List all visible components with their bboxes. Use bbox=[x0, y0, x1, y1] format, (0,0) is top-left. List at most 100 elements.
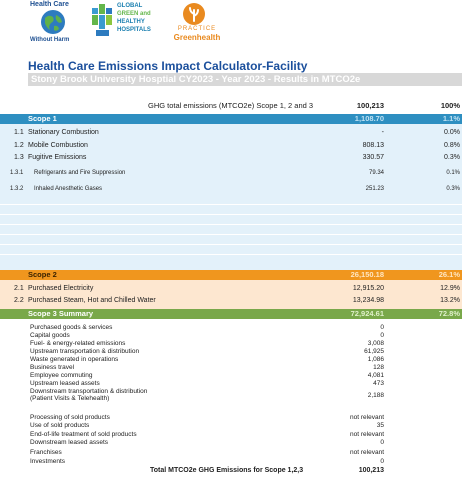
row-label: Employee commuting bbox=[30, 372, 93, 379]
scope1-percent: 1.1% bbox=[442, 114, 460, 123]
row-divider bbox=[0, 204, 462, 205]
row-value: 3,008 bbox=[367, 340, 384, 347]
scope2-header: Scope 2 26,150.18 26.1% bbox=[0, 270, 462, 280]
row-value: 0 bbox=[380, 332, 384, 339]
practice-greenhealth-logo: PRACTICE Greenhealth bbox=[170, 2, 224, 46]
row-label: Investments bbox=[30, 458, 66, 465]
row-percent: 0.1% bbox=[446, 170, 460, 176]
row-label: Downstream leased assets bbox=[30, 439, 109, 446]
scope2-body bbox=[0, 280, 462, 309]
row-value: 330.57 bbox=[362, 154, 384, 161]
row-value: 1,086 bbox=[367, 356, 384, 363]
hcwh-logo: Health Care Without Harm bbox=[30, 1, 76, 45]
row-percent: 0.0% bbox=[444, 129, 460, 136]
scope3-row: Downstream transportation & distribution… bbox=[0, 388, 462, 404]
row-percent: 12.9% bbox=[440, 285, 460, 292]
logo-bar: Health Care Without Harm GLOBAL GREEN an… bbox=[0, 0, 462, 52]
row-percent: 0.3% bbox=[444, 154, 460, 161]
row-percent: 0.3% bbox=[446, 186, 460, 192]
scope2-label: Scope 2 bbox=[28, 270, 57, 279]
row-value: 473 bbox=[373, 380, 384, 387]
row-label: Use of sold products bbox=[30, 422, 90, 429]
row-value: not relevant bbox=[350, 431, 384, 438]
row-label: Upstream leased assets bbox=[30, 380, 100, 387]
scope2-percent: 26.1% bbox=[438, 270, 460, 279]
row-label: Capital goods bbox=[30, 332, 70, 339]
row-label: Inhaled Anesthetic Gases bbox=[34, 186, 103, 192]
row-value: 0 bbox=[380, 439, 384, 446]
row-value: not relevant bbox=[350, 414, 384, 421]
row-label: Upstream transportation & distribution bbox=[30, 348, 140, 355]
row-label: Downstream transportation & distribution bbox=[30, 388, 148, 395]
row-value: 2,188 bbox=[367, 392, 384, 399]
row-label: Franchises bbox=[30, 449, 62, 456]
row-value: 0 bbox=[380, 324, 384, 331]
row-percent: 0.8% bbox=[444, 142, 460, 149]
scope1-value: 1,108.70 bbox=[354, 114, 384, 123]
row-value: 808.13 bbox=[362, 142, 384, 149]
row-number: 1.3.1 bbox=[10, 170, 24, 176]
gghh-logo: GLOBAL GREEN and HEALTHY HOSPITALS bbox=[92, 2, 162, 44]
row-divider bbox=[0, 254, 462, 255]
gghh-line: GREEN and bbox=[117, 11, 151, 17]
row-label: Mobile Combustion bbox=[28, 142, 88, 149]
row-value: not relevant bbox=[350, 449, 384, 456]
row-number: 1.1 bbox=[14, 129, 24, 136]
row-label: Purchased Electricity bbox=[28, 285, 94, 292]
row-value: 79.34 bbox=[368, 170, 384, 176]
row-label: Purchased Steam, Hot and Chilled Water bbox=[28, 297, 156, 304]
leaf-circle-icon bbox=[183, 3, 205, 25]
row-value: 61,925 bbox=[364, 348, 384, 355]
row-number: 1.2 bbox=[14, 142, 24, 149]
scope1-header: Scope 1 1,108.70 1.1% bbox=[0, 114, 462, 124]
scope3-header: Scope 3 Summary 72,924.61 72.8% bbox=[0, 309, 462, 319]
row-label: Stationary Combustion bbox=[28, 129, 99, 136]
row-value: 0 bbox=[380, 458, 384, 465]
total-emissions-header: GHG total emissions (MTCO2e) Scope 1, 2 … bbox=[0, 101, 462, 110]
globe-icon bbox=[41, 10, 65, 34]
row-divider bbox=[0, 214, 462, 215]
page-title: Health Care Emissions Impact Calculator-… bbox=[28, 59, 308, 73]
row-divider bbox=[0, 244, 462, 245]
row-value: 12,915.20 bbox=[352, 285, 384, 292]
row-label-second-line: (Patient Visits & Telehealth) bbox=[30, 395, 110, 402]
pgh-logo-bottom-text: Greenhealth bbox=[173, 33, 221, 42]
total-emissions-label: GHG total emissions (MTCO2e) Scope 1, 2 … bbox=[148, 101, 314, 110]
gghh-mark-icon bbox=[92, 4, 112, 36]
row-value: - bbox=[381, 129, 384, 136]
row-number: 1.3 bbox=[14, 154, 24, 161]
row-label: Fugitive Emissions bbox=[28, 154, 87, 161]
row-divider bbox=[0, 224, 462, 225]
row-label: Waste generated in operations bbox=[30, 356, 119, 363]
row-number: 2.2 bbox=[14, 297, 24, 304]
gghh-line: HEALTHY bbox=[117, 19, 145, 25]
row-value: 128 bbox=[373, 364, 384, 371]
row-number: 2.1 bbox=[14, 285, 24, 292]
row-percent: 13.2% bbox=[440, 297, 460, 304]
row-label: Fuel- & energy-related emissions bbox=[30, 340, 126, 347]
row-label: End-of-life treatment of sold products bbox=[30, 431, 137, 438]
scope1-label: Scope 1 bbox=[28, 114, 57, 123]
row-number: 1.3.2 bbox=[10, 186, 24, 192]
grand-total-value: 100,213 bbox=[358, 467, 384, 474]
gghh-line: HOSPITALS bbox=[117, 27, 151, 33]
row-label: Business travel bbox=[30, 364, 75, 371]
row-value: 13,234.98 bbox=[352, 297, 384, 304]
scope1-body bbox=[0, 124, 462, 270]
hcwh-logo-bottom-text: Without Harm bbox=[30, 37, 70, 43]
scope3-value: 72,924.61 bbox=[350, 309, 384, 318]
report-subtitle: Stony Brook University Hosptial CY2023 -… bbox=[28, 73, 462, 86]
row-label: Processing of sold products bbox=[30, 414, 110, 421]
row-label: Purchased goods & services bbox=[30, 324, 113, 331]
pgh-logo-top-text: PRACTICE bbox=[177, 26, 217, 32]
row-value: 35 bbox=[376, 422, 384, 429]
gghh-logo-text: GLOBAL GREEN and HEALTHY HOSPITALS bbox=[117, 2, 151, 34]
total-emissions-value: 100,213 bbox=[356, 101, 384, 110]
total-emissions-percent: 100% bbox=[440, 101, 460, 110]
gghh-line: GLOBAL bbox=[117, 3, 143, 9]
row-value: 251.23 bbox=[365, 186, 384, 192]
row-value: 4,081 bbox=[367, 372, 384, 379]
scope3-label: Scope 3 Summary bbox=[28, 309, 94, 318]
hcwh-logo-top-text: Health Care bbox=[30, 1, 69, 8]
scope3-percent: 72.8% bbox=[438, 309, 460, 318]
